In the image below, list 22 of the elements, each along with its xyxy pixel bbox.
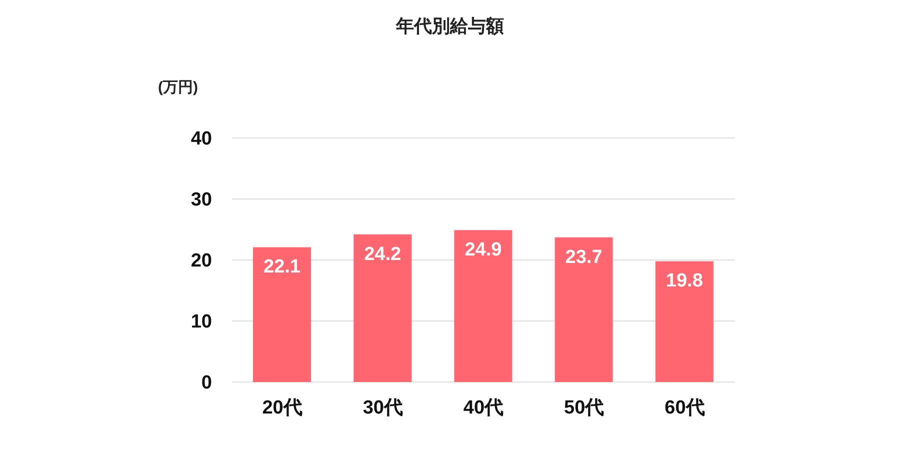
y-tick-label: 20 xyxy=(190,250,212,272)
bar xyxy=(655,261,714,382)
x-tick-label: 60代 xyxy=(664,397,705,418)
data-label: 19.8 xyxy=(666,270,703,292)
x-tick-label: 50代 xyxy=(564,397,604,418)
data-label: 24.9 xyxy=(464,240,502,261)
bar xyxy=(253,247,311,382)
y-axis-title: (万円) xyxy=(158,78,198,97)
chart-title: 年代別給与額 xyxy=(394,15,505,38)
y-tick-label: 10 xyxy=(190,312,212,333)
y-tick-label: 40 xyxy=(190,128,212,150)
bar xyxy=(554,237,613,382)
x-tick-label: 30代 xyxy=(362,397,403,418)
x-tick-label: 40代 xyxy=(463,397,504,418)
x-tick-label: 20代 xyxy=(262,397,302,418)
data-label: 23.7 xyxy=(565,246,602,268)
bar xyxy=(454,230,512,382)
bar xyxy=(354,234,412,382)
data-label: 22.1 xyxy=(264,256,301,278)
y-tick-label: 0 xyxy=(201,372,212,394)
data-label: 24.2 xyxy=(364,244,402,265)
y-tick-label: 30 xyxy=(190,190,212,211)
